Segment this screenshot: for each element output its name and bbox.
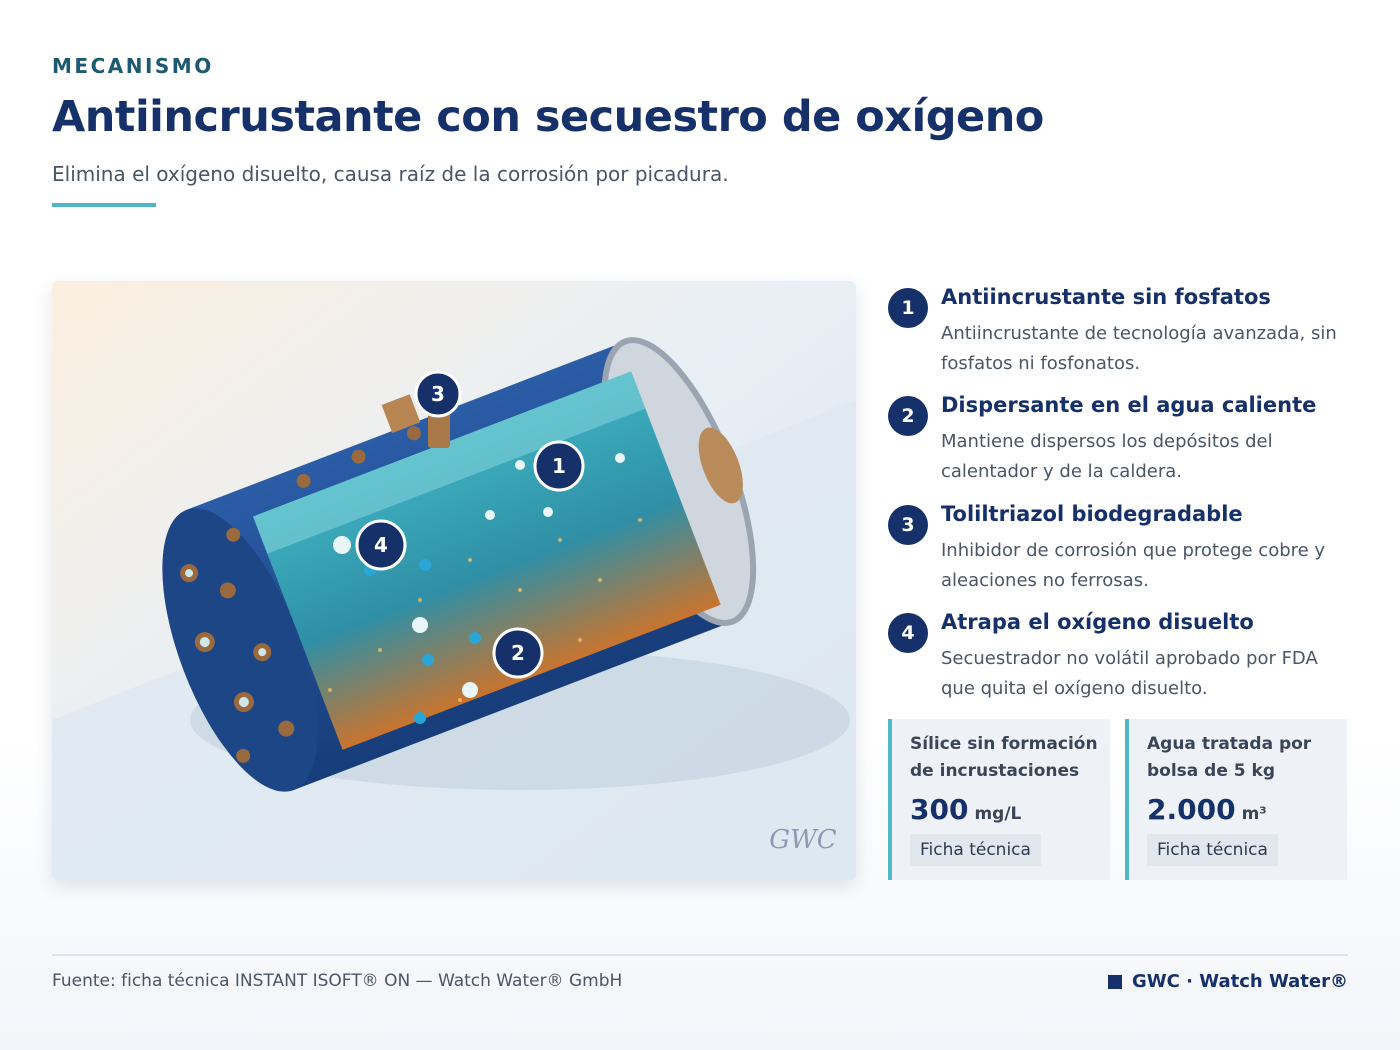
- stat-unit: mg/L: [974, 804, 1022, 824]
- stat-card: Agua tratada por bolsa de 5 kg 2.000 m³ F…: [1125, 719, 1347, 880]
- item-description: Antiincrustante de tecnología avanzada, …: [941, 323, 1337, 374]
- feature-item: 1 Antiincrustante sin fosfatos Antiincrust…: [888, 285, 1358, 385]
- marker-label: 4: [374, 533, 388, 557]
- item-number: 3: [888, 505, 928, 545]
- brand: GWC · Watch Water®: [1108, 971, 1348, 992]
- feature-item: 2 Dispersante en el agua caliente Mantiene…: [888, 393, 1358, 493]
- item-number: 2: [888, 396, 928, 436]
- item-number: 4: [888, 613, 928, 653]
- subtitle: Elimina el oxígeno disuelto, causa raíz …: [52, 162, 729, 186]
- stat-tag: Ficha técnica: [910, 834, 1041, 866]
- feature-item: 4 Atrapa el oxígeno disuelto Secuestrador …: [888, 610, 1358, 710]
- stat-value: 300: [910, 793, 969, 826]
- stat-label: Agua tratada por bolsa de 5 kg: [1147, 734, 1312, 781]
- eyebrow: MECANISMO: [52, 54, 214, 78]
- item-description: Mantiene dispersos los depósitos del cal…: [941, 431, 1273, 482]
- footer-rule: [52, 954, 1348, 956]
- item-title: Antiincrustante sin fosfatos: [941, 285, 1271, 309]
- item-title: Toliltriazol biodegradable: [941, 502, 1243, 526]
- marker-label: 1: [552, 454, 566, 478]
- item-description: Inhibidor de corrosión que protege cobre…: [941, 540, 1326, 591]
- title: Antiincrustante con secuestro de oxígeno: [52, 92, 1044, 142]
- item-description: Secuestrador no volátil aprobado por FDA…: [941, 648, 1318, 699]
- accent-bar: [52, 203, 156, 207]
- stat-unit: m³: [1241, 804, 1267, 824]
- marker-label: 2: [511, 641, 525, 665]
- illustration-panel: 3 1 4 2 GWC: [52, 281, 856, 880]
- stat-card: Sílice sin formación de incrustaciones 3…: [888, 719, 1110, 880]
- item-number: 1: [888, 288, 928, 328]
- stat-label: Sílice sin formación de incrustaciones: [910, 734, 1098, 781]
- stat-tag: Ficha técnica: [1147, 834, 1278, 866]
- item-title: Atrapa el oxígeno disuelto: [941, 610, 1254, 634]
- feature-item: 3 Toliltriazol biodegradable Inhibidor de …: [888, 502, 1358, 602]
- watermark: GWC: [769, 825, 836, 855]
- source: Fuente: ficha técnica INSTANT ISOFT® ON …: [52, 971, 623, 991]
- stat-value: 2.000: [1147, 793, 1236, 826]
- item-title: Dispersante en el agua caliente: [941, 393, 1317, 417]
- brand-text: GWC · Watch Water®: [1132, 971, 1348, 992]
- tank-illustration: 3 1 4 2 GWC: [52, 281, 856, 880]
- brand-square: [1108, 974, 1123, 989]
- marker-label: 3: [431, 382, 445, 406]
